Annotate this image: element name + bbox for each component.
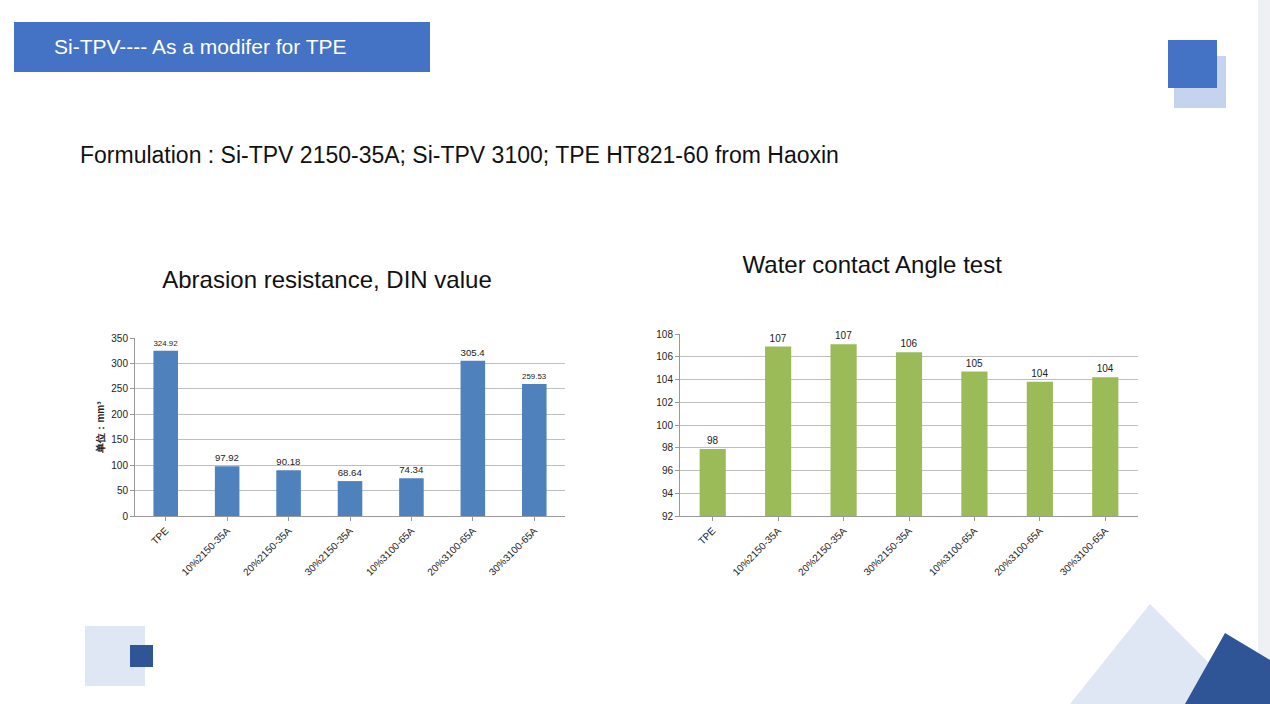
svg-text:96: 96 (662, 465, 674, 476)
svg-text:150: 150 (111, 434, 128, 445)
svg-text:0: 0 (122, 511, 128, 522)
svg-text:10%2150-35A: 10%2150-35A (730, 525, 783, 578)
svg-text:10%3100-65A: 10%3100-65A (927, 525, 980, 578)
svg-text:Water contact Angle test: Water contact Angle test (743, 251, 1003, 278)
svg-text:20%3100-65A: 20%3100-65A (425, 525, 478, 578)
svg-text:350: 350 (111, 333, 128, 344)
svg-text:106: 106 (656, 351, 673, 362)
svg-text:324.92: 324.92 (153, 339, 177, 348)
svg-text:300: 300 (111, 358, 128, 369)
svg-text:200: 200 (111, 409, 128, 420)
html-text:Si-TPV---- As a modifer for TP: Si-TPV---- As a modifer for TPE (54, 35, 347, 58)
svg-text:100: 100 (656, 420, 673, 431)
svg-text:TPE: TPE (149, 525, 171, 547)
svg-text:单位：mm³: 单位：mm³ (95, 401, 106, 454)
svg-text:90.18: 90.18 (276, 456, 300, 467)
svg-text:100: 100 (111, 460, 128, 471)
svg-text:108: 108 (656, 329, 673, 340)
svg-text:106: 106 (900, 338, 917, 349)
svg-text:98: 98 (662, 442, 674, 453)
svg-text:TPE: TPE (696, 525, 718, 547)
svg-text:20%2150-35A: 20%2150-35A (241, 525, 294, 578)
svg-text:10%3100-65A: 10%3100-65A (364, 525, 417, 578)
svg-text:20%3100-65A: 20%3100-65A (992, 525, 1045, 578)
svg-text:98: 98 (707, 435, 719, 446)
svg-text:30%2150-35A: 30%2150-35A (302, 525, 355, 578)
svg-text:94: 94 (662, 488, 674, 499)
svg-text:68.64: 68.64 (338, 467, 363, 478)
svg-text:104: 104 (1031, 368, 1048, 379)
svg-text:250: 250 (111, 383, 128, 394)
svg-text:97.92: 97.92 (215, 452, 239, 463)
svg-text:74.34: 74.34 (399, 464, 424, 475)
svg-text:Abrasion resistance, DIN value: Abrasion resistance, DIN value (162, 266, 491, 293)
svg-text:30%3100-65A: 30%3100-65A (1058, 525, 1111, 578)
svg-text:259.53: 259.53 (522, 372, 547, 381)
svg-text:10%2150-35A: 10%2150-35A (179, 525, 232, 578)
svg-text:102: 102 (656, 397, 673, 408)
svg-text:104: 104 (1097, 363, 1114, 374)
svg-text:30%3100-65A: 30%3100-65A (487, 525, 540, 578)
html-text:Formulation : Si-TPV 2150-35A;: Formulation : Si-TPV 2150-35A; Si-TPV 31… (80, 142, 839, 168)
svg-text:105: 105 (966, 358, 983, 369)
svg-text:104: 104 (656, 374, 673, 385)
svg-text:92: 92 (662, 511, 674, 522)
svg-text:30%2150-35A: 30%2150-35A (861, 525, 914, 578)
svg-text:20%2150-35A: 20%2150-35A (796, 525, 849, 578)
svg-text:107: 107 (835, 330, 852, 341)
svg-text:50: 50 (117, 485, 129, 496)
svg-text:305.4: 305.4 (461, 347, 486, 358)
svg-text:107: 107 (770, 333, 787, 344)
